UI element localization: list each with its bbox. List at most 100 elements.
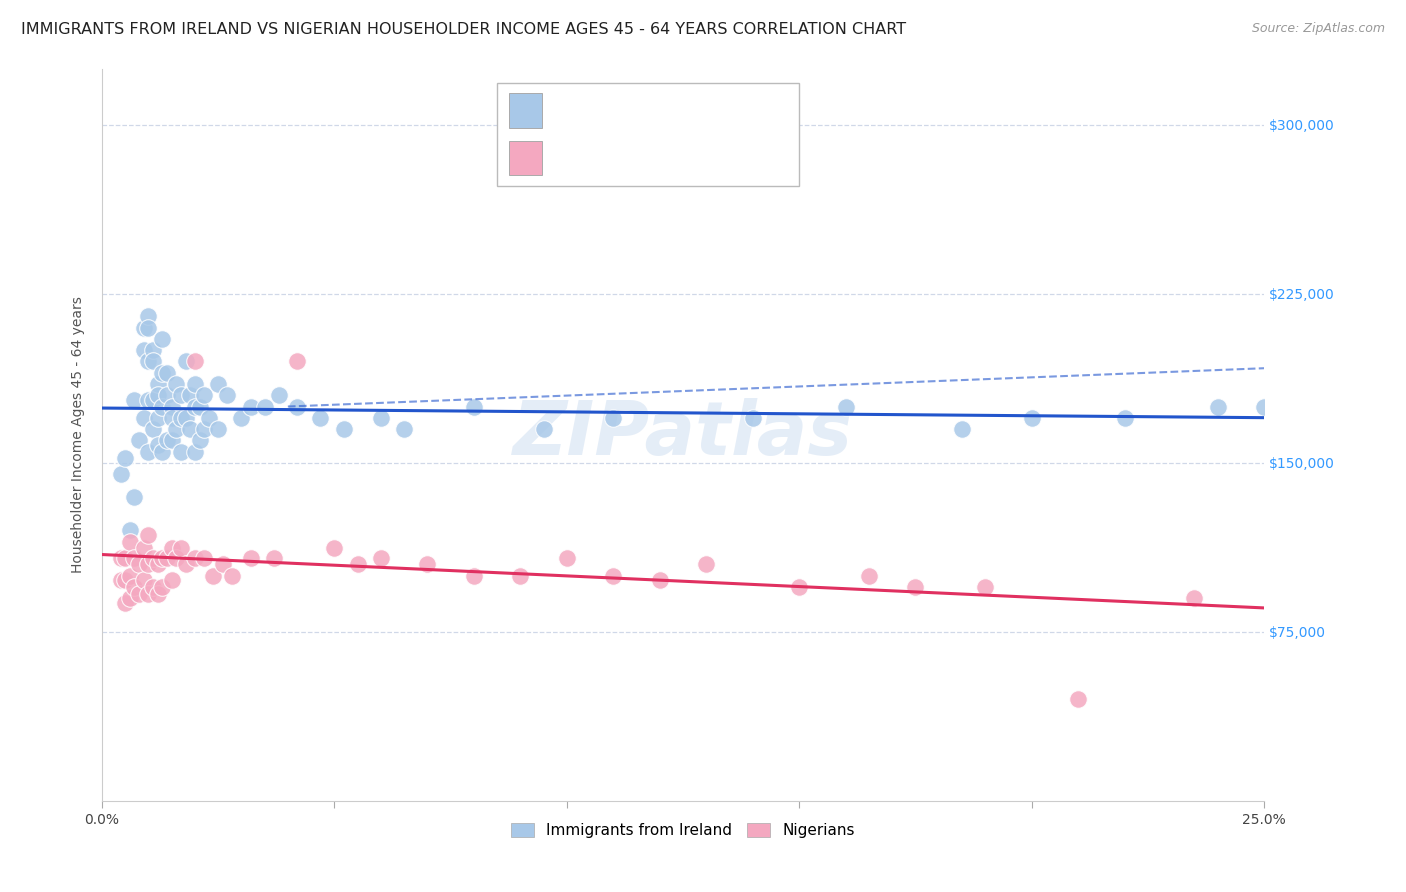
Point bbox=[165, 550, 187, 565]
Text: ZIPatlas: ZIPatlas bbox=[513, 398, 853, 471]
Point bbox=[138, 528, 160, 542]
Point bbox=[211, 558, 233, 572]
Point bbox=[188, 434, 211, 448]
Point bbox=[170, 388, 193, 402]
Point bbox=[165, 422, 187, 436]
Point bbox=[179, 422, 201, 436]
Point bbox=[193, 550, 215, 565]
Point bbox=[170, 444, 193, 458]
Point bbox=[170, 541, 193, 556]
Point bbox=[165, 376, 187, 391]
Point bbox=[904, 580, 927, 594]
Point bbox=[160, 573, 183, 587]
Point bbox=[114, 451, 136, 466]
Point bbox=[114, 550, 136, 565]
Point bbox=[198, 410, 221, 425]
Point bbox=[170, 410, 193, 425]
Point bbox=[263, 550, 285, 565]
Point bbox=[193, 388, 215, 402]
Legend: Immigrants from Ireland, Nigerians: Immigrants from Ireland, Nigerians bbox=[505, 817, 860, 845]
Point bbox=[1114, 410, 1136, 425]
Point bbox=[174, 354, 197, 368]
Point bbox=[1182, 591, 1205, 605]
Point bbox=[132, 541, 155, 556]
Point bbox=[142, 343, 165, 358]
Point bbox=[184, 354, 207, 368]
Point bbox=[239, 400, 262, 414]
Point bbox=[118, 524, 141, 538]
Point bbox=[146, 438, 169, 452]
Point bbox=[146, 376, 169, 391]
Point bbox=[150, 444, 173, 458]
Point bbox=[132, 573, 155, 587]
Point bbox=[150, 400, 173, 414]
Point bbox=[128, 586, 150, 600]
Point bbox=[1021, 410, 1043, 425]
Point bbox=[114, 596, 136, 610]
Point bbox=[132, 320, 155, 334]
Point bbox=[174, 558, 197, 572]
Point bbox=[179, 388, 201, 402]
Point bbox=[346, 558, 368, 572]
Point bbox=[124, 392, 146, 407]
Point bbox=[602, 568, 624, 582]
Point bbox=[156, 434, 179, 448]
Point bbox=[217, 388, 239, 402]
Point bbox=[142, 550, 165, 565]
Point bbox=[834, 400, 856, 414]
Point bbox=[138, 444, 160, 458]
Point bbox=[950, 422, 973, 436]
Point bbox=[416, 558, 439, 572]
Point bbox=[146, 410, 169, 425]
Point bbox=[118, 534, 141, 549]
Point bbox=[146, 558, 169, 572]
Point bbox=[184, 400, 207, 414]
Point bbox=[128, 558, 150, 572]
Point bbox=[285, 400, 308, 414]
Point bbox=[138, 354, 160, 368]
Point bbox=[193, 422, 215, 436]
Point bbox=[114, 573, 136, 587]
Point bbox=[132, 410, 155, 425]
Point bbox=[132, 343, 155, 358]
Point bbox=[142, 580, 165, 594]
Point bbox=[323, 541, 346, 556]
Point bbox=[285, 354, 308, 368]
Point bbox=[463, 568, 485, 582]
Point bbox=[1206, 400, 1229, 414]
Point bbox=[142, 392, 165, 407]
Point bbox=[156, 366, 179, 380]
Point bbox=[392, 422, 415, 436]
Point bbox=[160, 400, 183, 414]
Point bbox=[207, 376, 229, 391]
Point bbox=[150, 580, 173, 594]
Point bbox=[146, 586, 169, 600]
Point bbox=[1253, 400, 1275, 414]
Text: Source: ZipAtlas.com: Source: ZipAtlas.com bbox=[1251, 22, 1385, 36]
Point bbox=[138, 392, 160, 407]
Point bbox=[124, 490, 146, 504]
Point bbox=[110, 550, 132, 565]
Point bbox=[648, 573, 671, 587]
Point bbox=[184, 444, 207, 458]
Point bbox=[174, 410, 197, 425]
Point bbox=[118, 591, 141, 605]
Point bbox=[309, 410, 332, 425]
Point bbox=[150, 366, 173, 380]
Point bbox=[160, 541, 183, 556]
Point bbox=[160, 434, 183, 448]
Point bbox=[221, 568, 243, 582]
Point bbox=[128, 434, 150, 448]
Point bbox=[150, 332, 173, 346]
Point bbox=[231, 410, 253, 425]
Point bbox=[332, 422, 354, 436]
Point bbox=[787, 580, 810, 594]
Point bbox=[156, 550, 179, 565]
Point bbox=[370, 410, 392, 425]
Point bbox=[207, 422, 229, 436]
Point bbox=[974, 580, 997, 594]
Point bbox=[160, 410, 183, 425]
Point bbox=[138, 320, 160, 334]
Point bbox=[463, 400, 485, 414]
Point bbox=[253, 400, 276, 414]
